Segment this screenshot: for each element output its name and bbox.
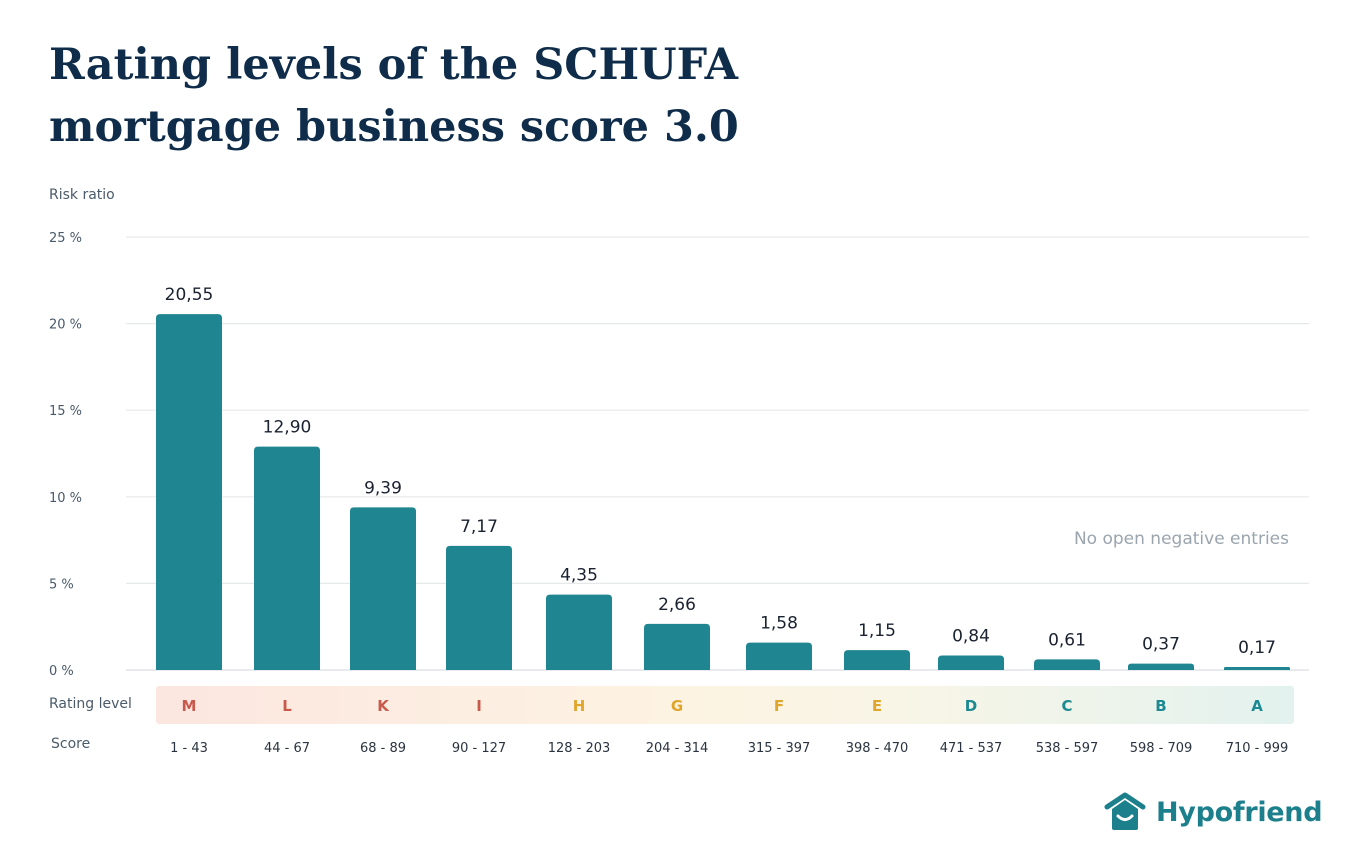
bar-M [156, 314, 222, 670]
bar-F [746, 642, 812, 670]
y-tick-label: 25 % [49, 231, 82, 246]
rating-level-M: M [182, 697, 197, 715]
rating-level-H: H [573, 697, 586, 715]
bar-B [1128, 663, 1194, 670]
rating-level-G: G [671, 697, 683, 715]
rating-level-E: E [872, 697, 882, 715]
house-smile-icon [1104, 792, 1146, 830]
bar-G [644, 623, 710, 670]
rating-level-K: K [377, 697, 390, 715]
score-range-H: 128 - 203 [548, 741, 611, 756]
no-negative-entries-note: No open negative entries [1074, 529, 1289, 549]
score-row-label: Score [51, 736, 90, 752]
score-range-L: 44 - 67 [264, 741, 310, 756]
score-range-A: 710 - 999 [1226, 741, 1289, 756]
data-label-C: 0,61 [1048, 630, 1086, 650]
data-label-E: 1,15 [858, 621, 896, 641]
score-range-C: 538 - 597 [1036, 741, 1099, 756]
rating-level-A: A [1251, 697, 1263, 715]
score-range-K: 68 - 89 [360, 741, 406, 756]
data-label-M: 20,55 [165, 285, 214, 305]
data-label-I: 7,17 [460, 517, 498, 537]
grid-lines [126, 236, 1309, 671]
rating-level-C: C [1061, 697, 1072, 715]
data-label-K: 9,39 [364, 478, 402, 498]
brand-logo: Hypofriend [1104, 792, 1323, 832]
score-range-F: 315 - 397 [748, 741, 811, 756]
data-labels: 20,55 12,90 9,39 7,17 4,35 2,66 1,58 1,15 0,84 0,… [165, 285, 1276, 658]
bar-C [1034, 659, 1100, 670]
bar-chart: 0 % 5 % 10 % 15 % 20 % 25 % 20,55 12,90 9,39 7,1… [49, 231, 1309, 756]
data-label-B: 0,37 [1142, 635, 1180, 655]
score-range-M: 1 - 43 [170, 741, 208, 756]
score-range-G: 204 - 314 [646, 741, 709, 756]
bar-D [938, 655, 1004, 670]
score-range-D: 471 - 537 [940, 741, 1003, 756]
y-tick-label: 10 % [49, 491, 82, 506]
chart-title-line-1: Rating levels of the SCHUFA [49, 40, 739, 90]
rating-level-row-label: Rating level [49, 696, 132, 712]
rating-level-D: D [965, 697, 977, 715]
bar-E [844, 650, 910, 670]
bar-H [546, 594, 612, 670]
data-label-H: 4,35 [560, 566, 598, 586]
brand-name: Hypofriend [1156, 796, 1323, 828]
rating-level-I: I [476, 697, 482, 715]
score-range-labels: 1 - 43 44 - 67 68 - 89 90 - 127 128 - 203 204… [170, 741, 1288, 756]
bar-L [254, 446, 320, 670]
rating-level-band [156, 686, 1294, 724]
score-range-I: 90 - 127 [452, 741, 506, 756]
bar-I [446, 545, 512, 670]
score-range-E: 398 - 470 [846, 741, 909, 756]
data-label-L: 12,90 [263, 418, 312, 438]
bar-A [1224, 667, 1290, 670]
chart-title-line-2: mortgage business score 3.0 [49, 102, 739, 152]
data-label-G: 2,66 [658, 595, 696, 615]
y-tick-label: 15 % [49, 404, 82, 419]
chart-title: Rating levels of the SCHUFA mortgage bus… [49, 34, 809, 158]
y-tick-label: 5 % [49, 577, 74, 592]
y-tick-label: 0 % [49, 664, 74, 679]
y-tick-label: 20 % [49, 318, 82, 333]
y-tick-labels: 0 % 5 % 10 % 15 % 20 % 25 % [49, 231, 82, 679]
rating-level-F: F [774, 697, 784, 715]
bars [156, 314, 1290, 670]
y-axis-label: Risk ratio [49, 187, 115, 203]
data-label-A: 0,17 [1238, 638, 1276, 658]
bar-K [350, 507, 416, 670]
score-range-B: 598 - 709 [1130, 741, 1193, 756]
rating-level-L: L [282, 697, 292, 715]
rating-level-B: B [1155, 697, 1166, 715]
data-label-F: 1,58 [760, 614, 798, 634]
data-label-D: 0,84 [952, 626, 990, 646]
